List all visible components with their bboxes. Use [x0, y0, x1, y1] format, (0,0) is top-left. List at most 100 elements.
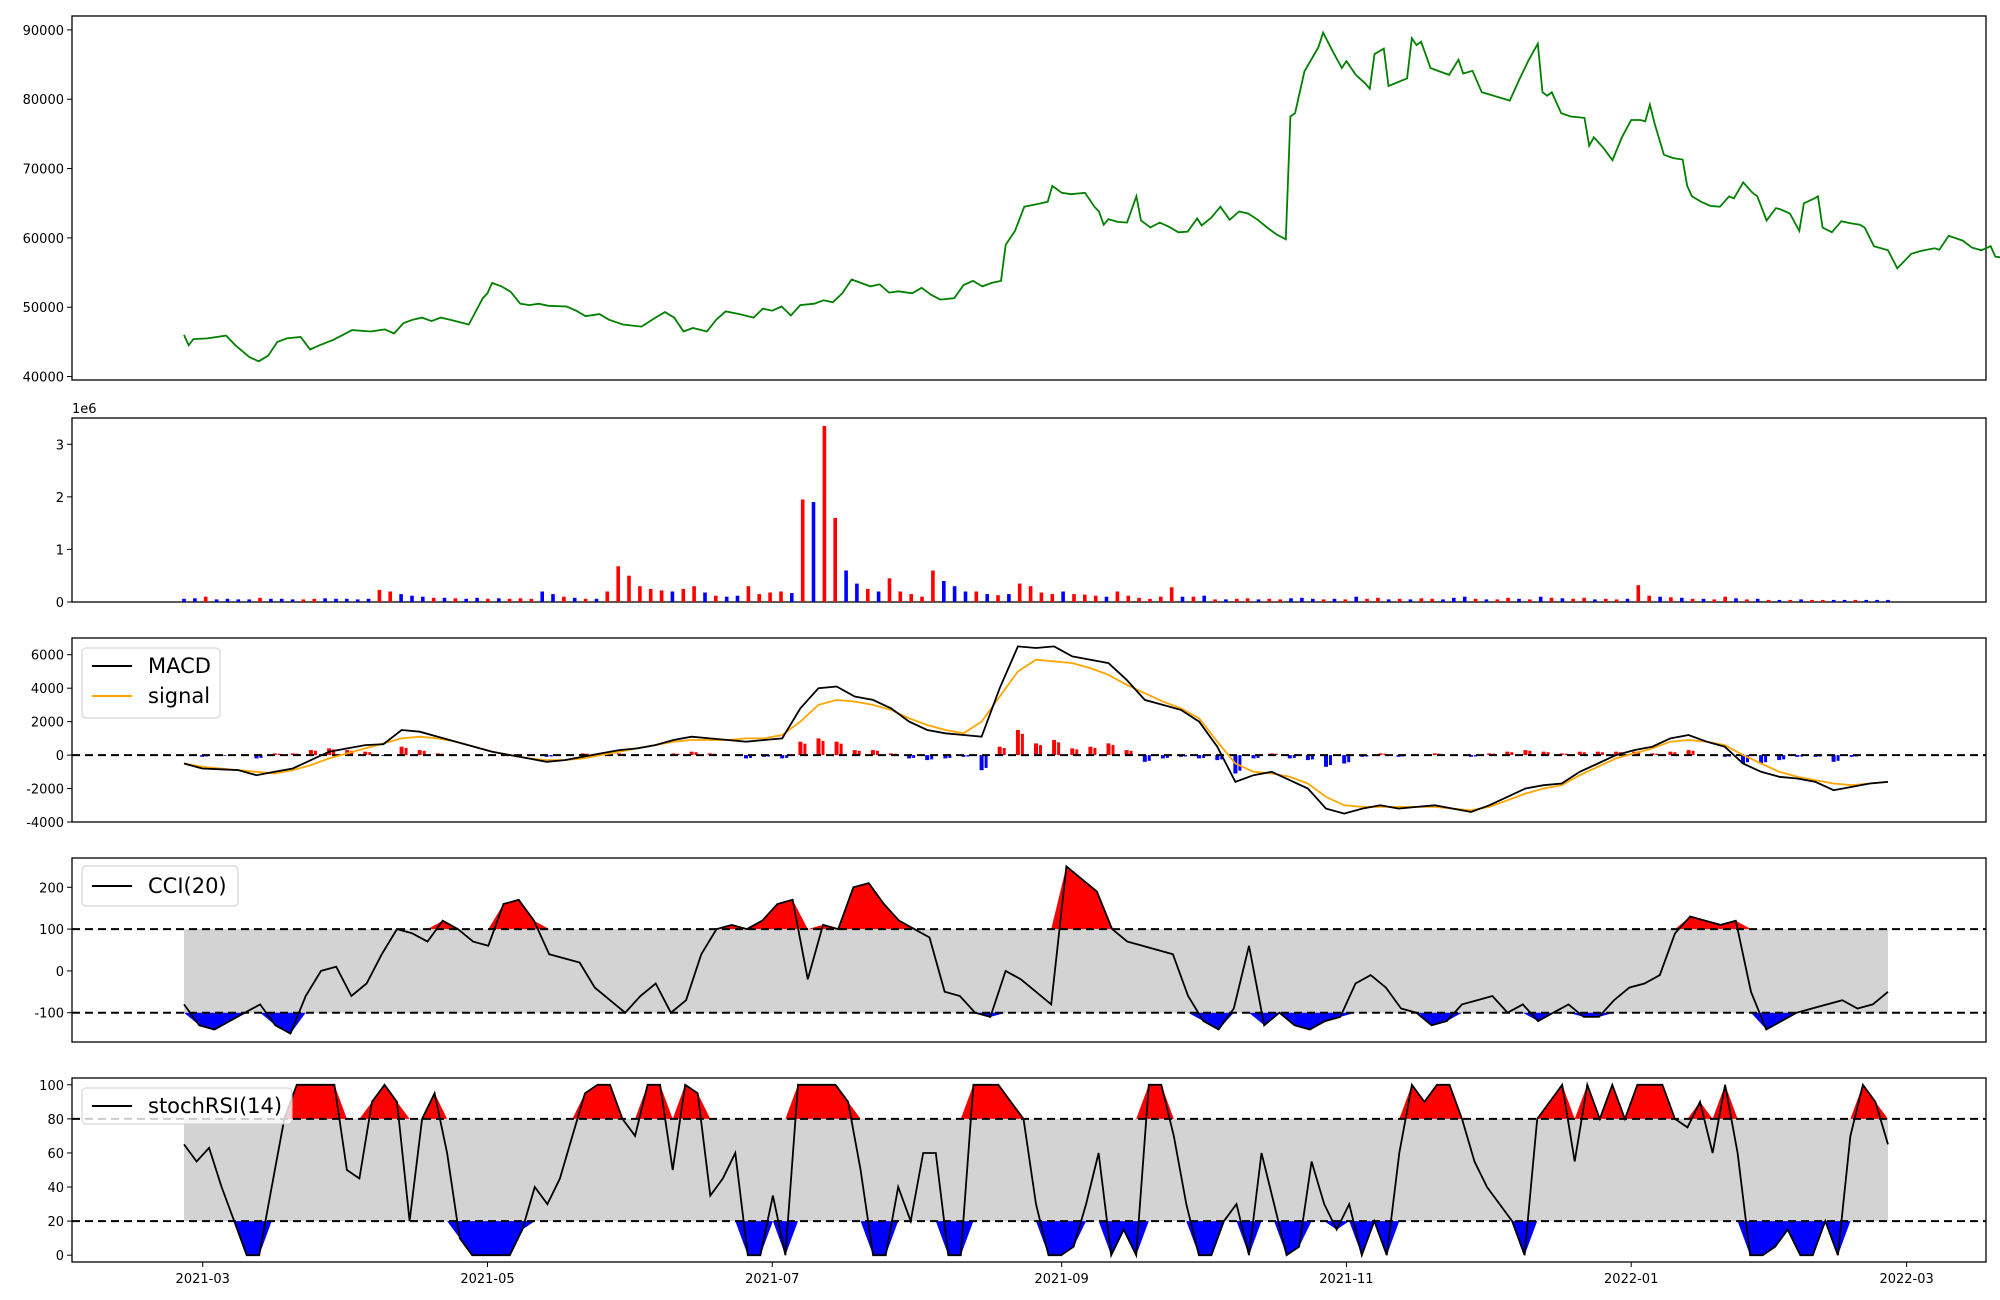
macd-histogram-bar — [1039, 745, 1042, 756]
volume-bar — [1549, 597, 1554, 602]
axes-frame — [71, 15, 1987, 381]
macd-histogram-bar — [1759, 755, 1764, 764]
macd-histogram-bar — [363, 751, 368, 755]
volume-bar — [1213, 599, 1217, 602]
cci-ytick-label: -100 — [34, 1007, 64, 1022]
legend-cci-label: CCI(20) — [148, 874, 227, 898]
stochrsi-line — [183, 1081, 1889, 1259]
macd-histogram-bar — [870, 750, 875, 756]
macd-histogram-bar — [1546, 752, 1550, 755]
volume-bar — [1734, 598, 1738, 602]
macd-histogram-bar — [857, 750, 861, 756]
macd-ytick-label: 2000 — [31, 716, 64, 731]
volume-bar — [735, 595, 740, 602]
macd-histogram-bar — [277, 753, 281, 756]
volume-bar — [1419, 598, 1424, 602]
volume-bar — [497, 598, 501, 602]
volume-bar — [1245, 598, 1250, 602]
volume-bar — [1799, 599, 1803, 602]
volume-bar — [247, 599, 251, 602]
volume-bar — [1224, 599, 1228, 602]
volume-bar — [746, 586, 751, 602]
macd-histogram-bar — [1686, 750, 1691, 756]
macd-histogram-bar — [1342, 755, 1347, 764]
macd-histogram-bar — [689, 751, 694, 755]
volume-bar — [1810, 599, 1814, 602]
volume-bar — [388, 591, 392, 602]
macd-histogram-bar — [907, 755, 912, 759]
volume-bar — [1593, 599, 1597, 602]
macd-histogram-bar — [422, 750, 426, 756]
macd-histogram-bar — [1274, 753, 1278, 756]
volume-bar — [909, 594, 913, 602]
volume-bar — [985, 594, 989, 602]
macd-histogram-bar — [1202, 755, 1206, 758]
macd-histogram-bar — [1582, 752, 1586, 755]
volume-bar — [399, 594, 403, 602]
volume-bar — [811, 502, 816, 602]
volume-bar — [1354, 596, 1358, 602]
volume-bar — [866, 588, 870, 602]
volume-bar — [887, 578, 892, 602]
volume-bar — [301, 599, 306, 602]
volume-bar — [1386, 599, 1391, 602]
stochrsi-overbought-fill — [184, 1084, 1888, 1119]
volume-bar — [1311, 598, 1315, 602]
macd-histogram-bar — [1305, 755, 1310, 761]
macd-histogram-bar — [930, 755, 934, 760]
volume-bar — [855, 583, 859, 602]
volume-bar — [942, 581, 946, 602]
cci-legend: CCI(20) — [81, 865, 239, 907]
volume-bar — [1159, 596, 1163, 602]
macd-histogram-bar — [417, 750, 422, 756]
macd-histogram-bar — [368, 752, 372, 755]
volume-bar — [996, 595, 1000, 602]
macd-histogram-bar — [549, 755, 553, 757]
volume-bar — [844, 570, 848, 602]
volume-bar — [1321, 599, 1326, 602]
volume-bar — [974, 591, 979, 602]
x-tick-label: 2022-03 — [1879, 1272, 1933, 1287]
macd-histogram-bar — [1057, 742, 1061, 756]
volume-bar — [1235, 598, 1239, 602]
legend-signal-label: signal — [148, 684, 210, 708]
volume-bar — [768, 592, 772, 602]
macd-histogram-bar — [1184, 755, 1187, 757]
volume-bar — [1007, 594, 1011, 602]
macd-histogram-bar — [749, 755, 752, 758]
volume-bar — [1256, 599, 1261, 602]
macd-histogram-bar — [834, 741, 839, 756]
volume-bar — [1658, 596, 1662, 602]
macd-legend: MACD signal — [81, 647, 221, 719]
volume-bar — [279, 598, 284, 602]
volume-bar — [1072, 594, 1076, 602]
volume-bar — [920, 596, 924, 602]
volume-bar — [1289, 598, 1293, 602]
volume-bar — [638, 586, 642, 602]
macd-histogram-bar — [780, 755, 785, 759]
stochrsi-ytick-label: 20 — [47, 1215, 64, 1230]
volume-bar — [1495, 599, 1500, 602]
macd-histogram-bar — [1093, 748, 1097, 756]
macd-histogram-bar — [1034, 743, 1038, 756]
macd-line — [183, 645, 1889, 815]
price-panel: 40000 50000 60000 70000 80000 90000 — [23, 15, 2000, 386]
macd-histogram-bar — [821, 740, 825, 756]
volume-bar — [182, 598, 186, 602]
macd-histogram-bar — [1251, 755, 1256, 759]
volume-bar — [345, 598, 349, 602]
macd-histogram-bar — [223, 755, 227, 756]
volume-bar — [1766, 599, 1771, 602]
macd-ytick-label: -4000 — [26, 816, 64, 831]
volume-bar — [1191, 596, 1196, 602]
macd-histogram-bar — [997, 746, 1002, 756]
stochrsi-ytick-label: 0 — [56, 1249, 64, 1264]
volume-panel: 0 1 2 3 — [56, 417, 1987, 611]
macd-ytick-label: -2000 — [26, 783, 64, 798]
macd-histogram-bar — [1052, 740, 1057, 756]
macd-histogram-bar — [1831, 755, 1836, 762]
macd-histogram-bar — [585, 753, 589, 756]
volume-bar — [1408, 599, 1413, 602]
volume-bar — [312, 598, 317, 602]
volume-bar — [1169, 587, 1174, 602]
